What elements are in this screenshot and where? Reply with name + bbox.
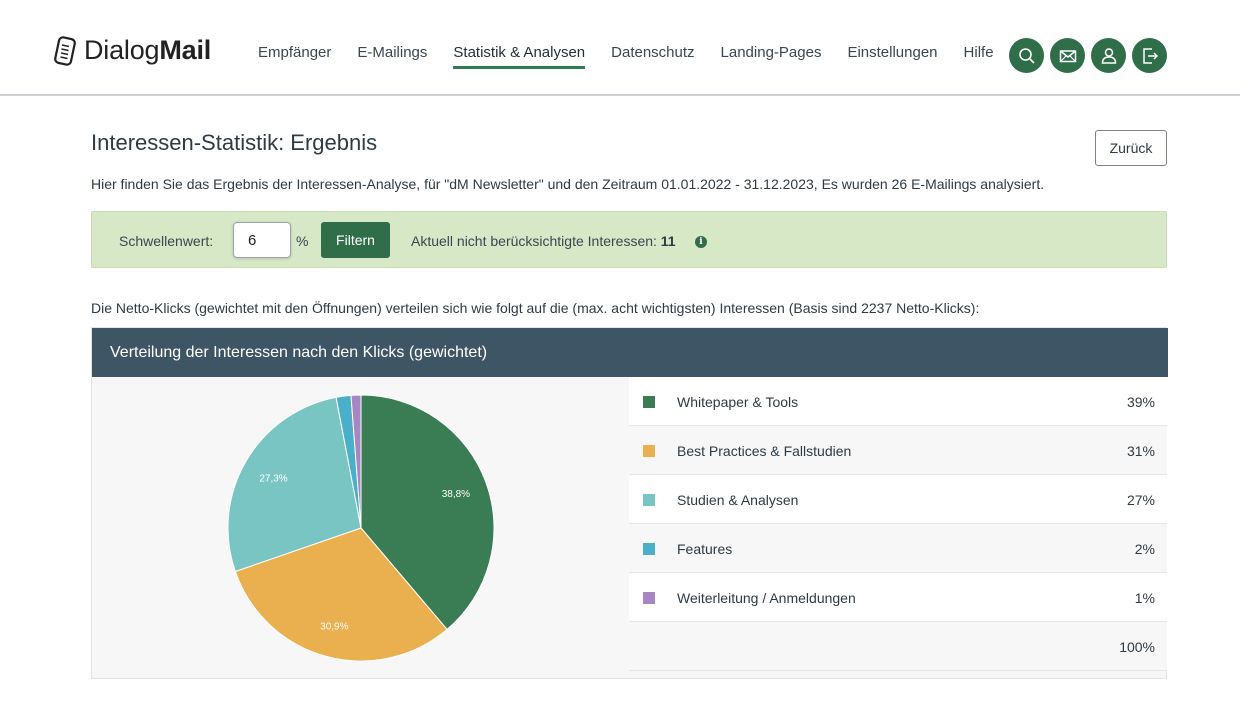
threshold-input[interactable] (233, 222, 291, 258)
mail-button[interactable] (1050, 38, 1085, 73)
chart-legend: Whitepaper & Tools 39% Best Practices & Fa… (629, 377, 1167, 671)
legend-swatch (643, 494, 655, 506)
legend-row: Features 2% (629, 524, 1167, 573)
legend-label: Studien & Analysen (677, 492, 799, 508)
pie-chart-area: 38,8% 30,9% 27,3% (92, 377, 630, 679)
nav-item-landing-pages[interactable]: Landing-Pages (720, 44, 822, 61)
pie-slice[interactable] (360, 394, 495, 631)
nav-item-e-mailings[interactable]: E-Mailings (357, 44, 428, 61)
pie-slice[interactable] (227, 396, 362, 573)
header-actions (1009, 38, 1173, 73)
legend-swatch (643, 445, 655, 457)
app-header: DialogMail Empfänger E-Mailings Statistik … (0, 0, 1240, 96)
legend-row: Best Practices & Fallstudien 31% (629, 426, 1167, 475)
pie-chart: 38,8% 30,9% 27,3% (227, 394, 495, 662)
panel-header: Verteilung der Interessen nach den Klick… (92, 328, 1168, 377)
pie-slice[interactable] (350, 394, 362, 529)
legend-value: 39% (1126, 394, 1155, 410)
legend-value: 2% (1134, 541, 1155, 557)
filter-button[interactable]: Filtern (321, 222, 390, 258)
search-icon (1018, 47, 1035, 64)
intro-text: Hier finden Sie das Ergebnis der Interes… (91, 176, 1045, 192)
legend-swatch (643, 592, 655, 604)
nav-item-empfänger[interactable]: Empfänger (258, 44, 332, 61)
legend-value: 27% (1126, 492, 1155, 508)
panel-title: Verteilung der Interessen nach den Klick… (110, 344, 488, 361)
user-button[interactable] (1091, 38, 1126, 73)
back-button[interactable]: Zurück (1095, 130, 1167, 166)
legend-value: 31% (1126, 443, 1155, 459)
nav-item-datenschutz[interactable]: Datenschutz (611, 44, 695, 61)
phone-logo-icon (54, 36, 76, 66)
pie-data-label: 27,3% (259, 473, 287, 484)
legend-row: Whitepaper & Tools 39% (629, 377, 1167, 426)
pie-data-label: 30,9% (320, 621, 348, 632)
logo-text: DialogMail (84, 34, 212, 65)
basis-text: Die Netto-Klicks (gewichtet mit den Öffn… (91, 300, 980, 316)
mail-icon (1059, 49, 1076, 62)
legend-row: Weiterleitung / Anmeldungen 1% (629, 573, 1167, 622)
threshold-unit: % (296, 233, 309, 249)
logout-icon (1142, 47, 1158, 64)
interest-distribution-panel: Verteilung der Interessen nach den Klick… (91, 327, 1168, 679)
excluded-interests-count: 11 (660, 233, 676, 249)
pie-data-label: 38,8% (442, 489, 470, 500)
legend-swatch (643, 543, 655, 555)
logout-button[interactable] (1132, 38, 1167, 73)
user-icon (1101, 47, 1116, 64)
legend-label: Whitepaper & Tools (677, 394, 799, 410)
main-nav: Empfänger E-Mailings Statistik & Analysen D… (258, 44, 1020, 69)
legend-label: Features (677, 541, 733, 557)
info-icon[interactable]: i (695, 236, 707, 248)
pie-slice[interactable] (234, 527, 448, 662)
legend-value: 1% (1134, 590, 1155, 606)
excluded-interests-info: Aktuell nicht berücksichtigte Interessen… (411, 233, 676, 249)
legend-total: 100% (1119, 639, 1155, 655)
legend-label: Best Practices & Fallstudien (677, 443, 852, 459)
filter-bar: Schwellenwert: % Filtern Aktuell nicht b… (91, 211, 1167, 268)
legend-row: Studien & Analysen 27% (629, 475, 1167, 524)
search-button[interactable] (1009, 38, 1044, 73)
nav-item-statistik-analysen[interactable]: Statistik & Analysen (453, 44, 585, 69)
nav-item-einstellungen[interactable]: Einstellungen (847, 44, 938, 61)
legend-total-row: 100% (629, 622, 1167, 671)
legend-swatch (643, 396, 655, 408)
page-title: Interessen-Statistik: Ergebnis (91, 130, 378, 155)
legend-label: Weiterleitung / Anmeldungen (677, 590, 856, 606)
nav-item-hilfe[interactable]: Hilfe (963, 44, 994, 61)
threshold-label: Schwellenwert: (119, 233, 214, 249)
logo[interactable]: DialogMail (54, 30, 211, 70)
